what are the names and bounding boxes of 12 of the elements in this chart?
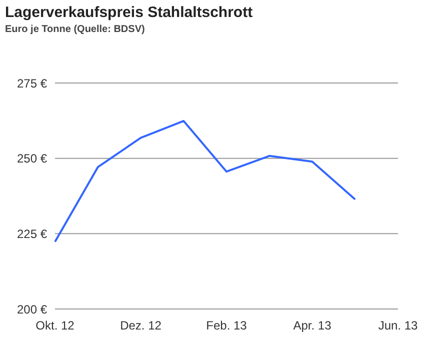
y-tick-label: 200 € bbox=[16, 302, 48, 316]
x-tick-label: Jun. 13 bbox=[378, 318, 418, 333]
x-tick-label: Apr. 13 bbox=[293, 318, 332, 333]
y-tick-label: 225 € bbox=[16, 226, 48, 241]
x-tick-label: Feb. 13 bbox=[206, 318, 248, 333]
y-tick-label: 275 € bbox=[16, 76, 48, 90]
y-tick-label: 250 € bbox=[16, 152, 48, 166]
x-tick-label: Dez. 12 bbox=[120, 318, 162, 333]
line-series bbox=[54, 120, 356, 243]
x-tick-label: Okt. 12 bbox=[36, 318, 75, 333]
chart-title: Lagerverkaufspreis Stahlaltschrott bbox=[5, 4, 253, 21]
chart-subtitle: Euro je Tonne (Quelle: BDSV) bbox=[5, 24, 145, 35]
